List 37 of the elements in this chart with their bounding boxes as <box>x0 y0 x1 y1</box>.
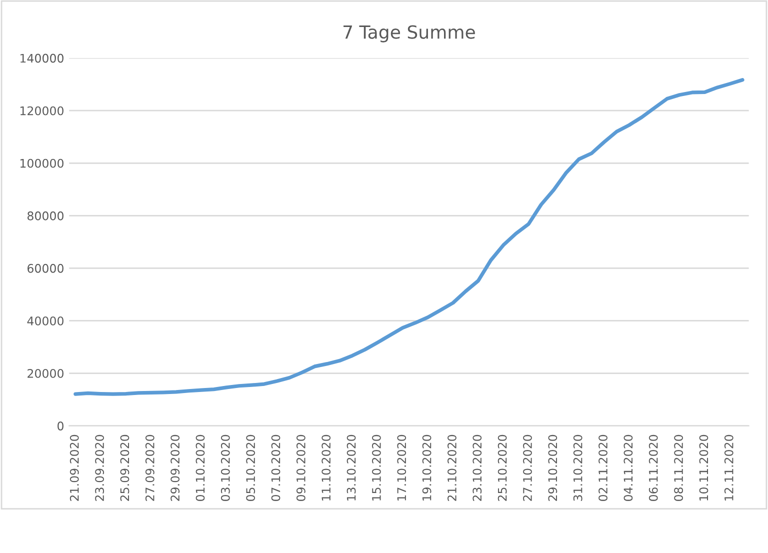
y-tick-label: 100000 <box>20 158 64 168</box>
y-tick-label: 140000 <box>20 54 64 63</box>
chart-title: 7 Tage Summe <box>344 25 475 42</box>
y-tick-label: 0 <box>58 422 64 430</box>
x-tick-label: 19.10.2020 <box>422 434 432 500</box>
x-tick-label: 12.11.2020 <box>724 434 734 500</box>
line-series <box>74 78 744 396</box>
x-tick-label: 04.11.2020 <box>624 434 633 501</box>
x-tick-label: 13.10.2020 <box>346 434 356 500</box>
x-tick-label: 17.10.2020 <box>397 434 406 500</box>
x-tick-label: 08.11.2020 <box>674 434 683 501</box>
x-tick-label: 27.10.2020 <box>523 434 532 501</box>
x-tick-label: 21.10.2020 <box>448 434 456 501</box>
y-tick-label: 40000 <box>27 316 64 326</box>
x-tick-label: 21.09.2020 <box>70 434 79 501</box>
y-tick-label: 120000 <box>20 106 64 116</box>
x-tick-label: 27.09.2020 <box>145 434 154 501</box>
x-tick-label: 25.10.2020 <box>498 434 507 501</box>
x-tick-label: 07.10.2020 <box>271 434 280 501</box>
x-tick-label: 10.11.2020 <box>699 434 708 500</box>
x-tick-label: 23.10.2020 <box>472 434 482 501</box>
x-tick-label: 02.11.2020 <box>598 434 608 501</box>
x-tick-label: 31.10.2020 <box>573 434 582 501</box>
x-tick-label: 23.09.2020 <box>95 434 104 501</box>
x-tick-label: 25.09.2020 <box>120 434 130 501</box>
x-tick-label: 15.10.2020 <box>372 434 381 500</box>
x-tick-label: 01.10.2020 <box>196 434 205 501</box>
y-tick-label: 60000 <box>28 264 64 273</box>
x-tick-label: 29.09.2020 <box>170 434 180 501</box>
y-tick-label: 20000 <box>28 369 64 378</box>
y-tick-label: 80000 <box>28 211 64 220</box>
x-tick-label: 11.10.2020 <box>322 434 331 500</box>
x-tick-label: 05.10.2020 <box>246 434 256 501</box>
x-tick-label: 06.11.2020 <box>648 434 658 501</box>
x-tick-label: 03.10.2020 <box>220 434 230 501</box>
x-tick-label: 09.10.2020 <box>296 434 306 501</box>
x-tick-label: 29.10.2020 <box>548 434 558 501</box>
